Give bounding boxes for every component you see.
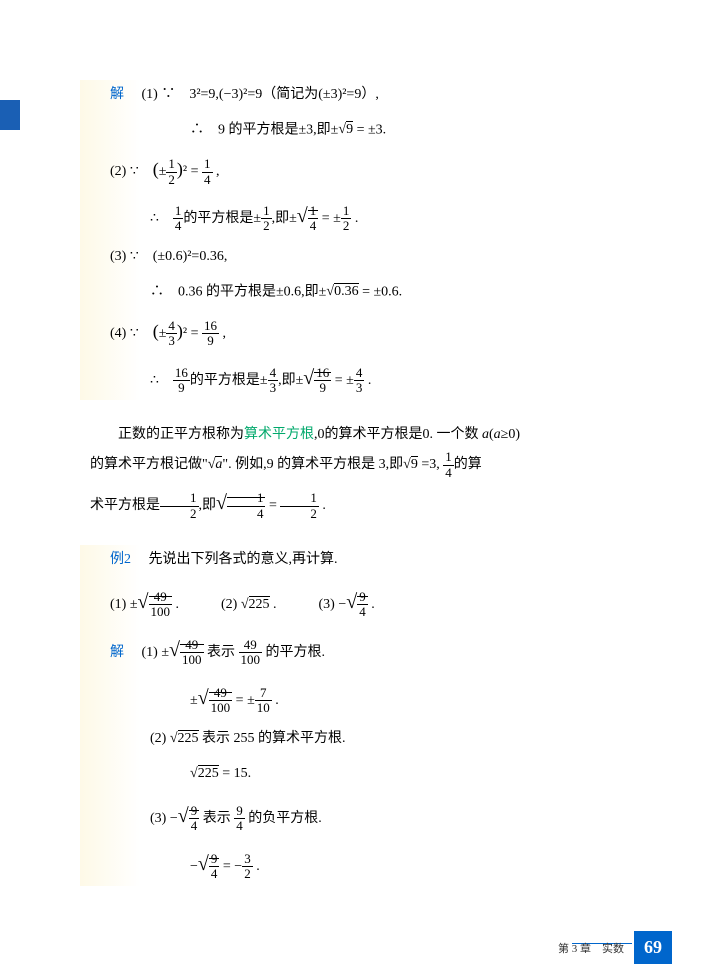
- sol-line: ∴ 14的平方根是±12,即±√14 = ±12 .: [110, 194, 642, 238]
- page-content: 解 (1) ∵ 3²=9,(−3)²=9（简记为(±3)²=9）, ∴ 9 的平…: [0, 0, 702, 930]
- page-number: 69: [634, 931, 672, 964]
- text: 先说出下列各式的意义,再计算.: [135, 552, 338, 567]
- text: (1) ∵ 3²=9,(−3)²=9（简记为(±3)²=9）,: [128, 87, 379, 102]
- para-text: 的算术平方根记做"√a". 例如,9 的算术平方根是 3,即√9 =3, 14的…: [90, 457, 482, 472]
- text: (1) ±√49100 表示 49100 的平方根.: [128, 645, 326, 660]
- example-block-2: 例2 先说出下列各式的意义,再计算. (1) ±√49100 . (2) √22…: [80, 545, 642, 885]
- example-intro: 例2 先说出下列各式的意义,再计算.: [110, 545, 642, 576]
- para-text: 正数的正平方根称为: [118, 427, 244, 442]
- li-label: 例2: [110, 552, 131, 567]
- page-footer: 第 3 章 实数 69: [558, 931, 672, 964]
- sol-line: ∴ 169的平方根是±43,即±√169 = ±43 .: [110, 356, 642, 400]
- chapter-label: 第 3 章 实数: [558, 940, 624, 956]
- sol-line: (3) ∵ (±0.6)²=0.36,: [110, 242, 642, 273]
- sol-line: ±√49100 = ±710 .: [110, 676, 642, 720]
- sol-line: −√94 = −32 .: [110, 842, 642, 886]
- para-text: 术平方根是12,即√14 = 12 .: [90, 498, 326, 513]
- definition-paragraph: 正数的正平方根称为算术平方根,0的算术平方根是0. 一个数 a(a≥0) 的算术…: [80, 420, 642, 526]
- sol-line: (3) −√94 表示 94 的负平方根.: [110, 794, 642, 838]
- sol-line: 解 (1) ∵ 3²=9,(−3)²=9（简记为(±3)²=9）,: [110, 80, 642, 111]
- jie-label: 解: [110, 87, 124, 102]
- sol-line: ∴ 0.36 的平方根是±0.6,即±√0.36 = ±0.6.: [110, 277, 642, 308]
- sol-line: ∴ 9 的平方根是±3,即±√9 = ±3.: [110, 115, 642, 146]
- para-text: ,0的算术平方根是0. 一个数 a(a≥0): [314, 427, 520, 442]
- jie-label: 解: [110, 645, 124, 660]
- solution-block-1: 解 (1) ∵ 3²=9,(−3)²=9（简记为(±3)²=9）, ∴ 9 的平…: [80, 80, 642, 400]
- sol-line: (2) √225 表示 255 的算术平方根.: [110, 724, 642, 755]
- question-row: (1) ±√49100 . (2) √225 . (3) −√94 .: [110, 580, 642, 624]
- sol-line: √225 = 15.: [110, 759, 642, 790]
- sol-line: 解 (1) ±√49100 表示 49100 的平方根.: [110, 628, 642, 672]
- sol-line: (4) ∵ (±43)² = 169 ,: [110, 312, 642, 352]
- sol-line: (2) ∵ (±12)² = 14 ,: [110, 150, 642, 190]
- term-highlight: 算术平方根: [244, 427, 314, 442]
